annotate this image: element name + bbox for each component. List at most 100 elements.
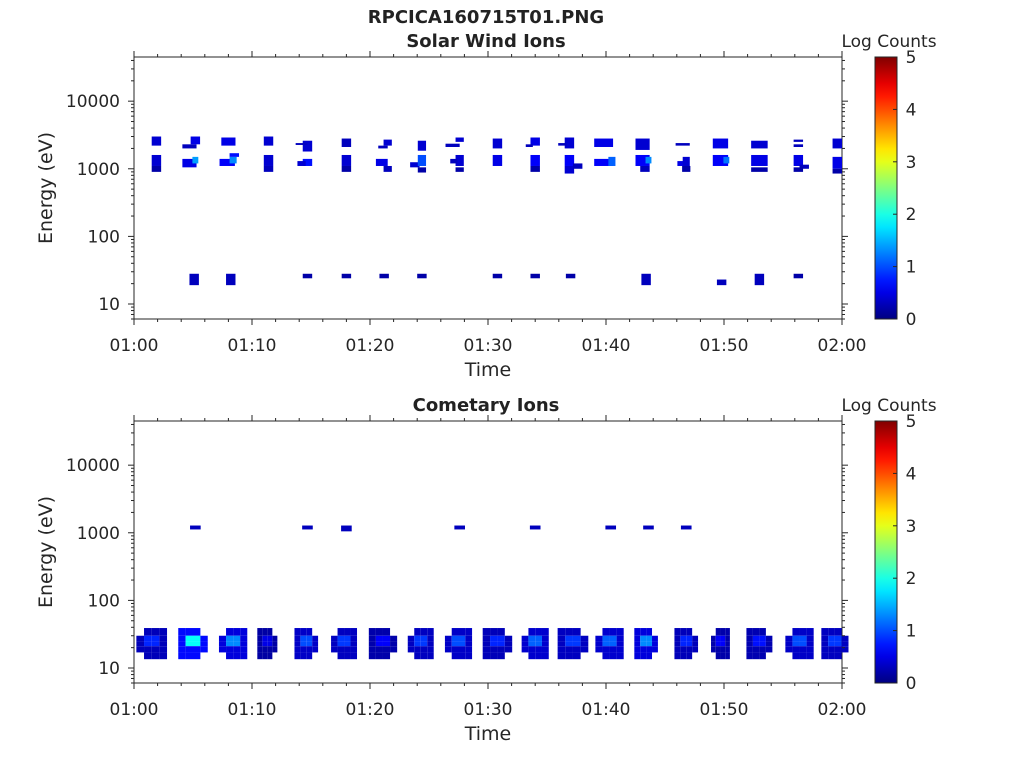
bottom-cluster-cell <box>159 652 168 660</box>
bottom-cluster-cell <box>557 652 566 660</box>
bottom-cluster-cell <box>300 641 307 647</box>
bottom-cluster-cell <box>504 646 513 653</box>
bottom-cluster-cell <box>159 628 168 636</box>
bottom-cluster-cell <box>144 635 152 642</box>
bottom-cluster-cell <box>640 646 647 653</box>
bottom-cluster-cell <box>482 646 491 653</box>
bottom-cluster-cell <box>541 628 549 636</box>
top-data-cell <box>793 273 804 279</box>
bottom-cluster-cell <box>337 652 345 660</box>
bottom-cluster-cell <box>640 652 647 660</box>
bottom-cluster-cell <box>528 628 536 636</box>
bottom-colorbar-tick-label: 4 <box>906 464 917 484</box>
bottom-cluster-cell <box>465 652 473 660</box>
top-data-cell <box>564 165 575 174</box>
bottom-cluster-cell <box>792 635 800 642</box>
bottom-cluster-cell <box>609 641 617 647</box>
top-axes-box <box>133 56 843 320</box>
bottom-cluster-cell <box>715 646 721 653</box>
bottom-cluster-cell <box>595 646 603 653</box>
top-data-cell <box>221 137 236 146</box>
top-data-cell <box>297 161 306 166</box>
bottom-cluster-cell <box>178 641 186 647</box>
bottom-cluster-cell <box>257 646 263 653</box>
bottom-cluster-cell <box>218 641 227 647</box>
bottom-cluster-cell <box>350 652 358 660</box>
top-data-cell <box>219 158 235 166</box>
bottom-cluster-cell <box>159 646 168 653</box>
bottom-cluster-cell <box>828 628 835 636</box>
top-data-cell <box>302 140 313 152</box>
bottom-cluster-cell <box>646 628 653 636</box>
bottom-cluster-cell <box>420 641 428 647</box>
bottom-cluster-cell <box>294 646 301 653</box>
top-data-cell <box>751 154 768 166</box>
bottom-cluster-cell <box>382 628 391 636</box>
bottom-cluster-cell <box>652 641 658 647</box>
bottom-cluster-cell <box>382 635 391 642</box>
bottom-cluster-cell <box>482 635 491 642</box>
bottom-cluster-cell <box>806 652 814 660</box>
bottom-x-tick-label: 01:50 <box>700 700 749 720</box>
bottom-cluster-cell <box>218 635 227 642</box>
bottom-cluster-cell <box>841 635 849 642</box>
bottom-cluster-cell <box>375 635 383 642</box>
bottom-cluster-cell <box>375 628 383 636</box>
bottom-cluster-cell <box>680 628 687 636</box>
bottom-cluster-cell <box>458 652 466 660</box>
bottom-cluster-cell <box>226 628 234 636</box>
bottom-cluster-cell <box>806 635 814 642</box>
bottom-cluster-cell <box>609 646 617 653</box>
bottom-cluster-cell <box>752 628 760 636</box>
bottom-cluster-cell <box>686 628 693 636</box>
bottom-cluster-cell <box>720 628 726 636</box>
bottom-cluster-cell <box>306 652 313 660</box>
bottom-cluster-cell <box>828 641 835 647</box>
bottom-cluster-cell <box>602 646 610 653</box>
bottom-cluster-cell <box>674 646 681 653</box>
bottom-cluster-cell <box>565 641 573 647</box>
top-data-cell <box>564 154 575 166</box>
bottom-cluster-cell <box>490 635 498 642</box>
bottom-cluster-cell <box>646 652 653 660</box>
bottom-cluster-cell <box>331 635 338 642</box>
bottom-cluster-cell <box>692 646 699 653</box>
bottom-cluster-cell <box>711 641 716 647</box>
bottom-x-tick-label: 01:00 <box>110 700 159 720</box>
bottom-cluster-cell <box>828 652 835 660</box>
bottom-cluster-cell <box>151 641 160 647</box>
top-data-cell <box>492 273 503 279</box>
bottom-cluster-cell <box>799 646 807 653</box>
bottom-cluster-cell <box>200 646 208 653</box>
bottom-cluster-cell <box>759 646 766 653</box>
bottom-cluster-cell <box>557 635 566 642</box>
bottom-cluster-cell <box>752 635 760 642</box>
bottom-cluster-cell <box>144 652 152 660</box>
bottom-cluster-cell <box>451 646 459 653</box>
bottom-cluster-cell <box>193 646 201 653</box>
bottom-cluster-cell <box>444 646 452 653</box>
top-y-axis-label: Energy (eV) <box>35 132 57 244</box>
bottom-cluster-cell <box>834 628 842 636</box>
top-data-cell <box>229 153 240 157</box>
bottom-cluster-cell <box>482 628 491 636</box>
top-data-cell <box>492 138 503 149</box>
bottom-cluster-cell <box>497 628 505 636</box>
bottom-panel-title: Cometary Ions <box>412 395 560 416</box>
bottom-cluster-cell <box>616 641 624 647</box>
top-data-cell <box>341 154 352 166</box>
top-data-cell <box>341 165 352 172</box>
bottom-cluster-cell <box>746 652 753 660</box>
bottom-cluster-cell <box>652 635 658 642</box>
bottom-cluster-cell <box>226 652 234 660</box>
top-colorbar-tick-label: 2 <box>906 205 917 225</box>
bottom-cluster-cell <box>746 628 753 636</box>
bottom-cluster-cell <box>240 646 248 653</box>
bottom-cluster-cell <box>821 628 829 636</box>
bottom-cluster-cell <box>233 635 241 642</box>
bottom-data-cell <box>190 525 201 530</box>
bottom-y-tick-label: 1000 <box>77 524 120 544</box>
bottom-cluster-cell <box>240 652 248 660</box>
